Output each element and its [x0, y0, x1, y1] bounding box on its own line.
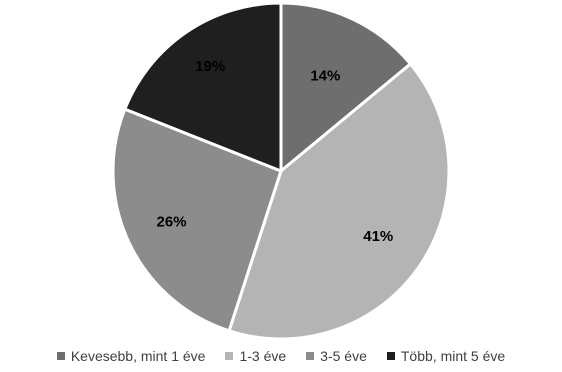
pie-slice-tobb: [123, 1, 283, 173]
legend-item-3-5: 3-5 éve: [306, 348, 367, 364]
legend-item-kevesebb: Kevesebb, mint 1 éve: [56, 348, 206, 364]
pie-slice-kevesebb: [279, 1, 412, 173]
legend-swatch: [306, 352, 315, 360]
data-label-3-5: 26%: [157, 213, 187, 230]
legend-swatch: [56, 352, 65, 360]
legend-label: 1-3 éve: [239, 348, 287, 364]
legend-item-tobb: Több, mint 5 éve: [386, 348, 506, 364]
pie-slice-3-5: [111, 107, 283, 333]
legend-swatch: [225, 352, 234, 360]
legend-label: Több, mint 5 éve: [400, 348, 506, 364]
legend-item-1-3: 1-3 éve: [225, 348, 286, 364]
legend-label: Kevesebb, mint 1 éve: [70, 348, 206, 364]
legend: Kevesebb, mint 1 éve 1-3 éve 3-5 éve Töb…: [0, 348, 562, 364]
legend-label: 3-5 éve: [320, 348, 367, 364]
data-label-tobb: 19%: [195, 58, 225, 75]
data-label-1-3: 41%: [363, 228, 393, 245]
pie-slice-1-3: [227, 62, 451, 341]
data-label-kevesebb: 14%: [310, 68, 340, 85]
legend-swatch: [386, 352, 395, 360]
